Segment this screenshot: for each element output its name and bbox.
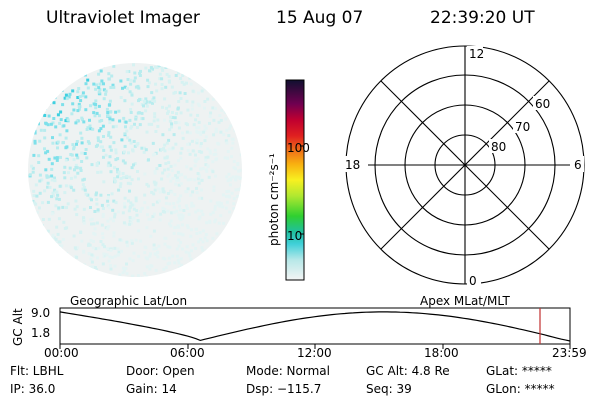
info-mode: Mode: Normal <box>246 364 330 378</box>
color-scale-bar <box>285 79 305 281</box>
orbit-y-max: 9.0 <box>31 306 51 320</box>
info-filter: Flt: LBHL <box>10 364 64 378</box>
time-tick-0600: 06:00 <box>170 346 205 360</box>
colorbar-unit-label: photon cm⁻²s⁻¹ <box>267 153 281 246</box>
orbit-plot <box>59 307 571 349</box>
orbit-y-min: 1.8 <box>31 326 51 340</box>
instrument-title: Ultraviolet Imager <box>46 8 200 28</box>
polar-grid: 12 18 6 0 60 70 80 <box>344 45 585 288</box>
orbit-right-label: Apex MLat/MLT <box>420 294 510 308</box>
info-gc-alt: GC Alt: 4.8 Re <box>366 364 450 378</box>
colorbar-tick-100: 100 <box>287 141 310 155</box>
date-label: 15 Aug 07 <box>276 8 364 28</box>
info-dsp: Dsp: −115.7 <box>246 382 322 396</box>
mlt-label-0: 0 <box>469 274 477 288</box>
time-label: 22:39:20 UT <box>430 8 535 28</box>
lat-label-70: 70 <box>515 120 530 134</box>
time-tick-1200: 12:00 <box>297 346 332 360</box>
orbit-left-label: Geographic Lat/Lon <box>70 294 188 308</box>
lat-label-80: 80 <box>491 140 506 154</box>
mlt-label-6: 6 <box>574 158 582 172</box>
info-door: Door: Open <box>126 364 195 378</box>
info-glat: GLat: ***** <box>486 364 552 378</box>
info-gain: Gain: 14 <box>126 382 177 396</box>
mlt-label-18: 18 <box>345 158 360 172</box>
time-tick-0000: 00:00 <box>44 346 79 360</box>
colorbar-tick-10: 10 <box>287 229 303 243</box>
orbit-y-label: GC Alt <box>11 308 25 346</box>
info-ip: IP: 36.0 <box>10 382 56 396</box>
mlt-label-12: 12 <box>469 47 484 61</box>
auroral-image <box>28 63 242 277</box>
lat-label-60: 60 <box>535 97 550 111</box>
time-tick-1800: 18:00 <box>424 346 459 360</box>
info-glon: GLon: ***** <box>486 382 555 396</box>
time-tick-2359: 23:59 <box>552 346 587 360</box>
info-seq: Seq: 39 <box>366 382 412 396</box>
